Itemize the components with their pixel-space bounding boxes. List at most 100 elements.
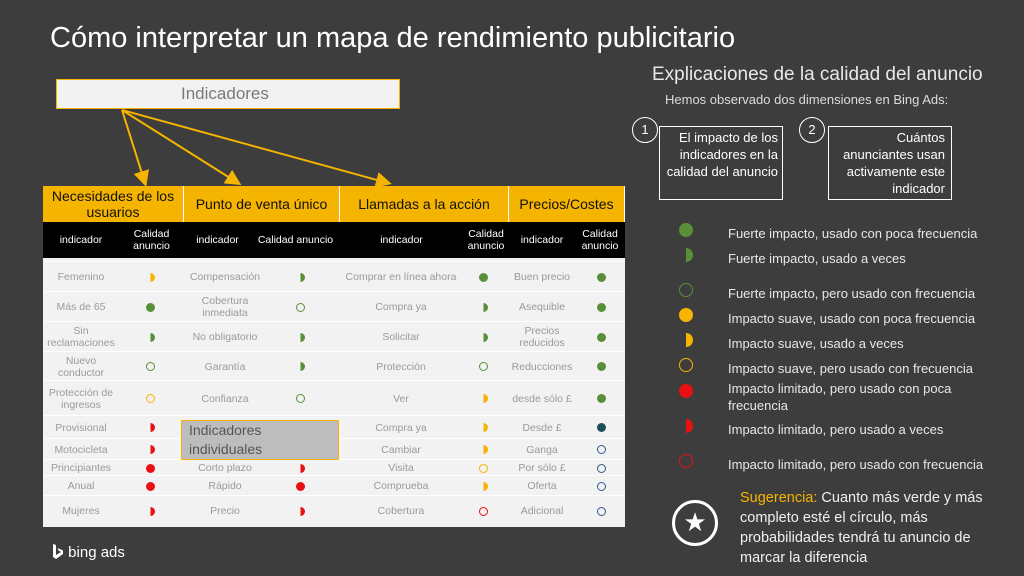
quality-dot [479,362,488,371]
legend-text: Impacto limitado, pero usado con poca fr… [728,381,952,413]
indicator-cell: Reducciones [511,360,573,373]
indicator-cell: Compra ya [375,421,427,434]
indicator-cell: Más de 65 [56,301,106,313]
indicator-cell: Anual [67,480,95,492]
tip-text: Sugerencia: Cuanto más verde y más compl… [740,488,1010,568]
legend-text: Fuerte impacto, usado con poca frecuenci… [728,226,978,241]
row-divider [43,351,625,352]
indicator-cell: Cambiar [381,443,421,456]
subheader-cell: indicador [509,222,575,258]
tip-label: Sugerencia: [740,490,818,506]
quality-dot [146,302,155,312]
quality-dot [597,302,606,312]
quality-dot [146,362,155,371]
legend-dot [679,333,693,347]
legend-text: Impacto limitado, pero usado a veces [728,422,944,437]
quality-dot [479,506,488,516]
legend-dot [679,283,693,297]
logo-text: bing ads [68,544,125,561]
bing-ads-logo: bing ads [52,544,125,561]
quality-dot [479,302,488,312]
quality-dot [296,332,305,342]
row-divider [43,415,625,416]
group-header: Punto de venta único [184,186,340,222]
quality-dot [296,506,305,516]
row-divider [43,261,625,262]
indicator-cell: Protección [376,360,426,373]
quality-dot [146,332,155,342]
quality-dot [296,481,305,491]
quality-dot [479,394,488,403]
indicator-cell: Comprueba [373,480,429,492]
row-divider [43,291,625,292]
indicator-cell: Comprar en línea ahora [345,271,457,283]
indicator-cell: Protección de ingresos [48,386,114,411]
indicator-cell: Sin reclamaciones [47,325,115,349]
row-divider [43,475,625,476]
bing-logo-icon [53,544,63,559]
explanations-title: Explicaciones de la calidad del anuncio [652,64,983,85]
indicator-cell: Garantía [204,360,246,373]
quality-dot [597,332,606,342]
legend-text: Impacto limitado, pero usado con frecuen… [728,457,984,472]
quality-dot [146,445,155,454]
subheader-cell: Calidad anuncio [575,222,625,258]
quality-dot [597,423,606,432]
quality-dot [146,463,155,473]
legend-text: Fuerte impacto, pero usado con frecuenci… [728,286,976,301]
quality-dot [479,272,488,282]
indicator-cell: Femenino [57,271,105,283]
dimension-1-box: El impacto de los indicadores en la cali… [659,126,783,200]
explanations-subtitle: Hemos observado dos dimensiones en Bing … [665,92,949,107]
quality-dot [479,423,488,432]
row-divider [43,380,625,381]
quality-dot [296,272,305,282]
legend-text: Impacto suave, pero usado con frecuencia [728,361,973,376]
indicator-cell: Adicional [520,505,564,517]
legend-text: Fuerte impacto, usado a veces [728,251,906,266]
quality-dot [146,506,155,516]
subheader-cell: Calidad anuncio [119,222,184,258]
indicator-cell: Compra ya [375,301,427,313]
subheader-cell: Calidad anuncio [463,222,509,258]
indicator-cell: Motocicleta [54,443,108,456]
legend-dot [679,248,693,262]
legend-dot [679,384,693,398]
indicator-cell: Corto plazo [198,462,252,474]
quality-dot [597,463,606,473]
legend-dot [679,308,693,322]
quality-dot [146,481,155,491]
quality-dot [296,302,305,312]
individual-indicators-box: Indicadores individuales [181,420,339,460]
indicator-cell: Nuevo conductor [57,354,105,379]
indicator-cell: Asequible [518,301,566,313]
quality-dot [479,481,488,491]
group-header: Llamadas a la acción [340,186,509,222]
dimension-1-number: 1 [632,117,658,143]
indicator-cell: Confianza [201,392,249,405]
indicator-cell: Provisional [55,421,107,434]
indicator-cell: Buen precio [513,271,571,283]
subheader-cell: indicador [340,222,463,258]
legend-text: Impacto suave, usado con poca frecuencia [728,311,976,326]
quality-dot [597,362,606,371]
quality-dot [597,394,606,403]
subheader-cell: Calidad anuncio [251,222,340,258]
quality-dot [146,272,155,282]
quality-dot [479,463,488,473]
indicator-cell: Ganga [526,443,558,456]
indicators-label-box: Indicadores [56,79,400,109]
indicator-cell: No obligatorio [192,331,258,343]
indicator-cell: Oferta [527,480,557,492]
dimension-2-text: Cuántos anunciantes usan activamente est… [843,130,945,196]
quality-dot [146,394,155,403]
indicator-cell: Mujeres [62,505,100,517]
quality-dot [296,463,305,473]
star-icon: ★ [672,500,718,546]
quality-dot [597,272,606,282]
dimension-2-box: Cuántos anunciantes usan activamente est… [828,126,952,200]
indicator-cell: Desde £ [522,421,562,434]
quality-dot [479,332,488,342]
quality-dot [597,445,606,454]
page-title: Cómo interpretar un mapa de rendimiento … [50,22,736,54]
